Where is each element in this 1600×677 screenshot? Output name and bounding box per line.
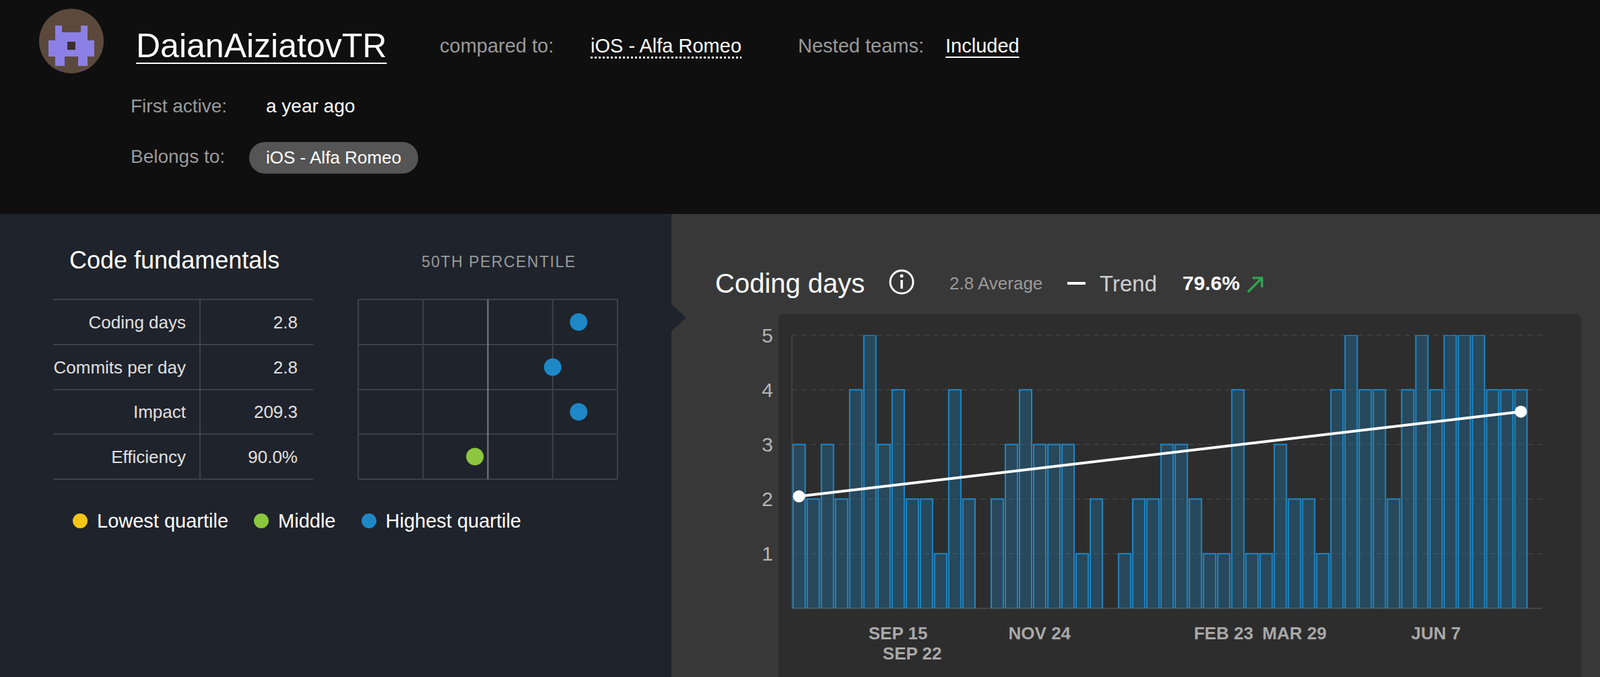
html-text:79.6%: 79.6% [1182, 272, 1240, 295]
svg-text:MAR 29: MAR 29 [1261, 623, 1326, 644]
html-text:Highest quartile: Highest quartile [385, 510, 522, 532]
svg-text:50TH PERCENTILE: 50TH PERCENTILE [421, 253, 577, 271]
svg-text:5: 5 [761, 324, 774, 347]
svg-text:Impact: Impact [133, 402, 187, 423]
html-text:First active:: First active: [130, 95, 228, 117]
html-text:Nested teams:: Nested teams: [797, 35, 924, 57]
html-text:Included: Included [945, 35, 1020, 57]
svg-text:SEP 22: SEP 22 [882, 643, 943, 664]
svg-text:2: 2 [761, 488, 774, 511]
svg-text:209.3: 209.3 [253, 402, 298, 423]
svg-text:Commits per day: Commits per day [53, 357, 187, 378]
html-text:a year ago: a year ago [265, 95, 356, 117]
html-text:Coding days: Coding days [715, 268, 865, 299]
html-text:iOS - Alfa Romeo: iOS - Alfa Romeo [265, 147, 402, 168]
svg-text:90.0%: 90.0% [247, 447, 298, 468]
html-text:Middle: Middle [278, 510, 336, 532]
html-text:iOS - Alfa Romeo: iOS - Alfa Romeo [590, 35, 742, 57]
html-text:compared to:: compared to: [439, 35, 554, 57]
html-text:2.8 Average: 2.8 Average [949, 273, 1043, 294]
svg-text:1: 1 [761, 542, 774, 565]
svg-text:Efficiency: Efficiency [111, 447, 186, 468]
svg-text:Coding days: Coding days [88, 312, 186, 333]
svg-text:4: 4 [761, 379, 774, 402]
html-text:DaianAiziatovTR: DaianAiziatovTR [136, 26, 387, 65]
svg-text:2.8: 2.8 [273, 357, 298, 378]
svg-text:Code fundamentals: Code fundamentals [69, 246, 280, 275]
svg-text:2.8: 2.8 [273, 312, 298, 333]
svg-text:NOV 24: NOV 24 [1008, 623, 1072, 644]
html-text:Trend: Trend [1099, 271, 1157, 297]
svg-text:FEB 23: FEB 23 [1193, 623, 1254, 644]
html-text:Belongs to:: Belongs to: [130, 146, 225, 168]
html-text:Lowest quartile: Lowest quartile [96, 510, 229, 532]
svg-text:JUN 7: JUN 7 [1411, 623, 1462, 644]
svg-text:SEP 15: SEP 15 [868, 623, 928, 644]
svg-text:3: 3 [761, 433, 774, 456]
